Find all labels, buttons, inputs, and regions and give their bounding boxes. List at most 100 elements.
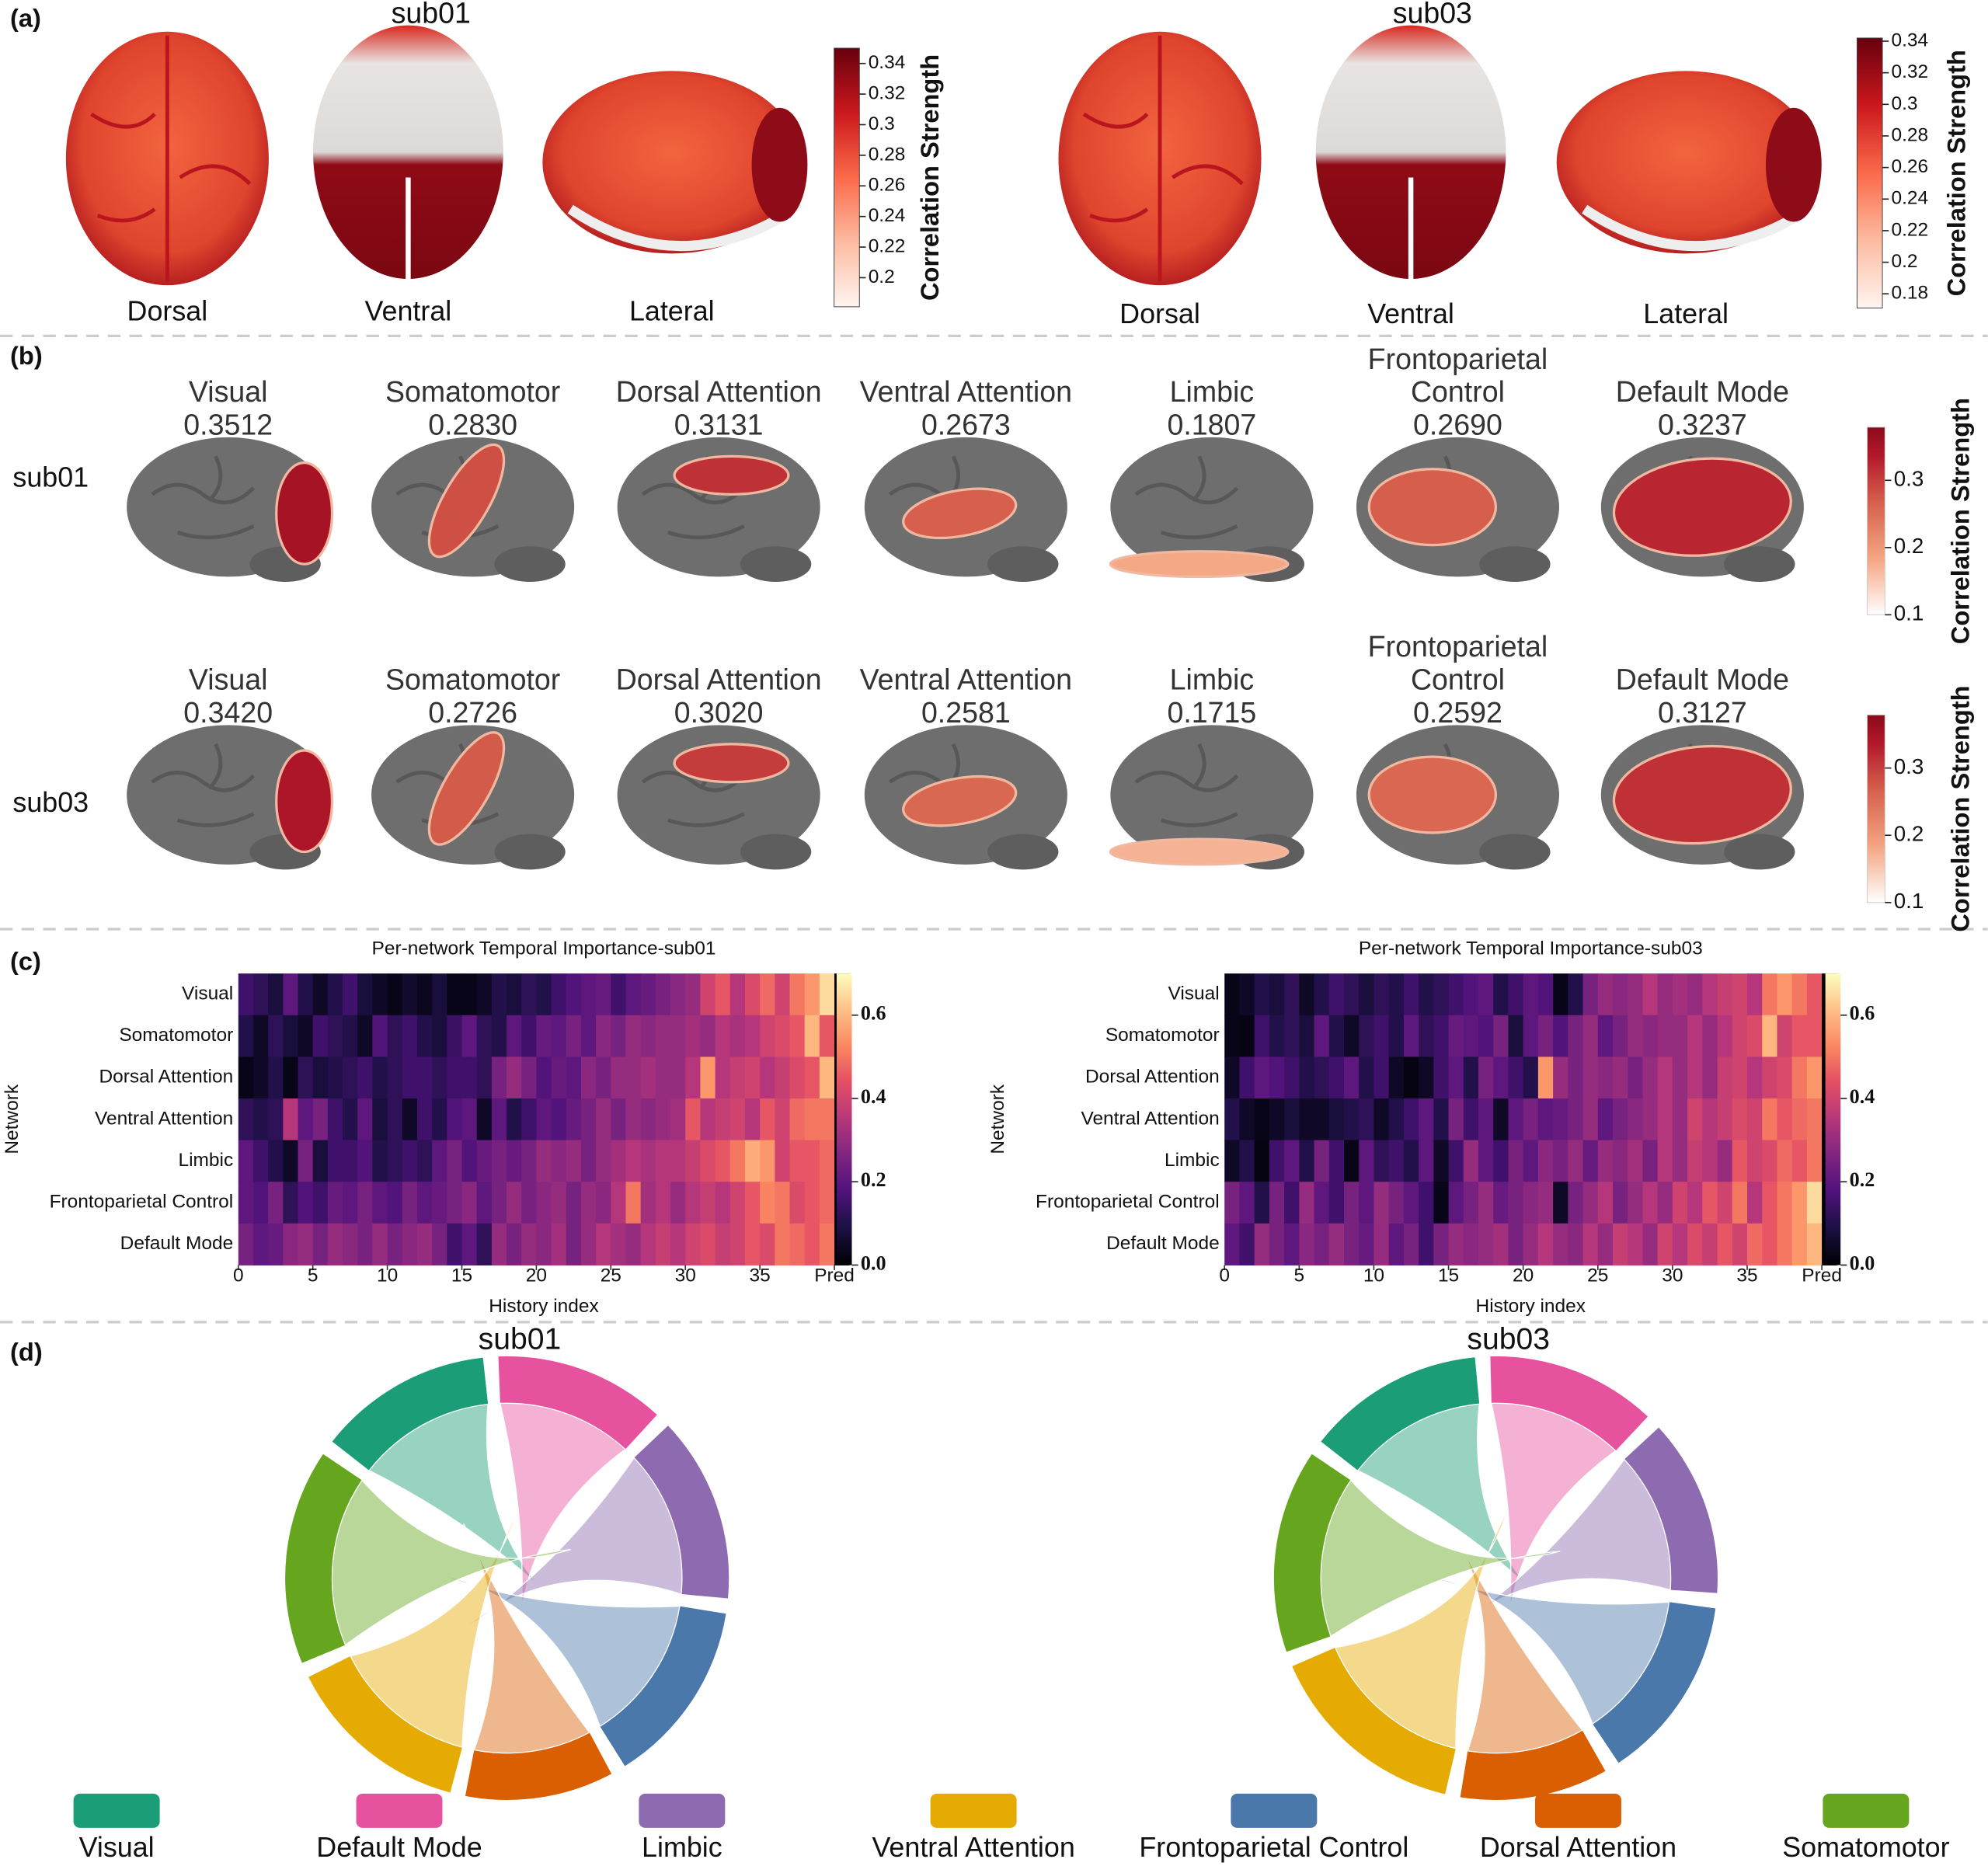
heatmap-cell: [343, 1182, 358, 1224]
heatmap-cell: [327, 1140, 343, 1182]
colorbar-tick-label: 0.2: [1894, 822, 1924, 846]
heatmap-cell: [343, 1015, 358, 1057]
heatmap-cell: [1433, 1057, 1450, 1099]
y-tick-label: Frontoparietal Control: [1036, 1191, 1220, 1212]
heatmap-cell: [402, 973, 418, 1016]
heatmap-cell: [640, 1057, 656, 1099]
network-name: Visual: [102, 291, 355, 408]
heatmap-cell: [1328, 1098, 1345, 1141]
heatmap-cell: [1702, 1182, 1718, 1224]
heatmap-cell: [1254, 1140, 1270, 1182]
heatmap-cell: [1284, 973, 1300, 1016]
heatmap-cell: [596, 1140, 611, 1182]
heatmap-cell: [1747, 1015, 1763, 1057]
heatmap-cell: [760, 1182, 775, 1224]
heatmap-cell: [507, 973, 522, 1016]
heatmap-cell: [312, 1015, 329, 1057]
heatmap-cell: [1403, 1098, 1419, 1141]
heatmap-cell: [1254, 1098, 1270, 1141]
x-tick-label: 10: [377, 1265, 398, 1286]
heatmap-cell: [1762, 1057, 1777, 1099]
heatmap-cell: [327, 1223, 343, 1265]
heatmap-cell: [1508, 1223, 1524, 1265]
heatmap-cell: [1433, 1182, 1450, 1224]
heatmap-cell: [625, 1140, 642, 1182]
heatmap-cell: [1269, 1015, 1285, 1057]
heatmap-cell: [491, 1140, 507, 1182]
network-region: [1612, 457, 1792, 557]
heatmap-cell: [640, 973, 656, 1016]
row-label: sub01: [12, 461, 89, 493]
heatmap-cell: [1419, 1015, 1434, 1057]
heatmap-cell: [611, 1057, 626, 1099]
heatmap-cell: [789, 1223, 806, 1265]
heatmap-cell: [566, 973, 582, 1016]
heatmap-cell: [1628, 1057, 1643, 1099]
heatmap-cell: [1328, 1057, 1345, 1099]
heatmap-cell: [744, 1223, 761, 1265]
network-score: 0.3020: [592, 696, 845, 730]
network-region: [1367, 468, 1498, 547]
heatmap-cell: [447, 1057, 462, 1099]
heatmap-cell: [1597, 1098, 1614, 1141]
network-region: [673, 454, 790, 496]
heatmap-cell: [744, 1015, 761, 1057]
heatmap-cell: [804, 1182, 820, 1224]
heatmap-cell: [1537, 1182, 1554, 1224]
heatmap-cell: [372, 1182, 388, 1224]
colorbar-tick-label: 0.34: [869, 52, 906, 73]
heatmap-cell: [1523, 1057, 1539, 1099]
heatmap-cell: [312, 1098, 329, 1141]
heatmap-cell: [1597, 1140, 1614, 1182]
heatmap-cell: [1373, 973, 1390, 1016]
heatmap-cell: [566, 1057, 582, 1099]
heatmap-cell: [1314, 1223, 1330, 1265]
x-tick-label: Pred: [1802, 1265, 1842, 1286]
colorbar-tick-label: 0.22: [869, 236, 906, 257]
network-name: Visual: [102, 580, 355, 695]
heatmap-cell: [1284, 1015, 1300, 1057]
heatmap-cell: [1597, 973, 1614, 1016]
chord-ribbon: [350, 1509, 519, 1748]
x-tick-label: 15: [451, 1265, 472, 1286]
heatmap-cell: [536, 1057, 552, 1099]
heatmap-cell: [268, 1182, 284, 1224]
heatmap-cell: [1806, 1098, 1823, 1141]
heatmap-cell: [1717, 1015, 1733, 1057]
view-label: Ventral: [365, 296, 452, 327]
heatmap-cell: [804, 1015, 820, 1057]
heatmap-cell: [804, 1223, 820, 1265]
heatmap-cell: [580, 1223, 597, 1265]
heatmap-cell: [760, 1223, 775, 1265]
heatmap-cell: [819, 1140, 835, 1182]
network-name: Limbic: [1085, 580, 1339, 695]
heatmap-cell: [1224, 1182, 1240, 1224]
heatmap-cell: [1628, 973, 1643, 1016]
y-tick-label: Visual: [1168, 983, 1219, 1004]
heatmap-cell: [1344, 1015, 1360, 1057]
heatmap-cell: [1523, 1223, 1539, 1265]
heatmap-cell: [1478, 1223, 1494, 1265]
brain-cerebellum: [494, 546, 566, 582]
heatmap-cell: [1568, 1098, 1584, 1141]
heatmap-cell: [507, 1015, 522, 1057]
heatmap-cell: [476, 1140, 493, 1182]
heatmap-cell: [775, 1098, 790, 1141]
heatmap-cell: [700, 1098, 716, 1141]
heatmap-cell: [700, 973, 716, 1016]
brain-sulci: [1134, 455, 1239, 540]
heatmap-cell: [1269, 1223, 1285, 1265]
heatmap-cell: [1747, 1098, 1763, 1141]
heatmap-cell: [1299, 1140, 1315, 1182]
heatmap-cell: [1373, 1223, 1390, 1265]
colorbar-tick-label: 0.3: [1891, 93, 1917, 114]
heatmap-cell: [1613, 1098, 1628, 1141]
chord-ribbon: [1450, 1458, 1672, 1632]
heatmap-cell: [1791, 1098, 1808, 1141]
colorbar-tick-label: 0.2: [1894, 534, 1924, 558]
network-name-text: Dorsal Attention: [615, 374, 822, 409]
heatmap-cell: [1344, 1140, 1360, 1182]
heatmap-cell: [268, 1057, 284, 1099]
heatmap-cell: [1299, 1057, 1315, 1099]
network-score: 0.3512: [102, 408, 355, 442]
